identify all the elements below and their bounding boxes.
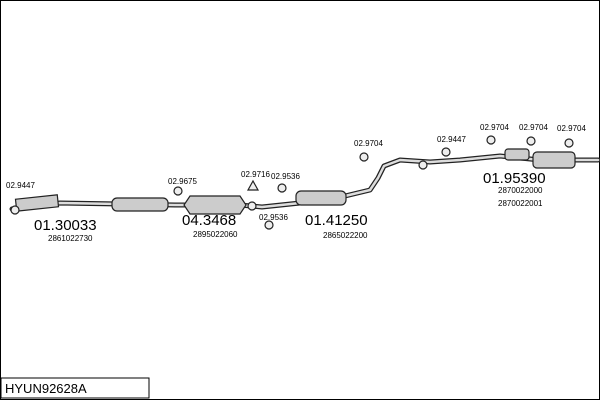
part-label: 02.9536 [271, 172, 300, 181]
part-number: 01.41250 [305, 212, 368, 229]
part-number: 01.95390 [483, 170, 546, 187]
part-code: 2895022060 [193, 230, 238, 239]
part-label: 02.9704 [519, 123, 548, 132]
exhaust-drawing [9, 135, 600, 230]
part-code: 2865022200 [323, 231, 368, 240]
part-label: 02.9536 [259, 213, 288, 222]
part-label: 02.9447 [437, 135, 466, 144]
part-label: 02.9704 [480, 123, 509, 132]
part-number: 04.3468 [182, 212, 236, 229]
part-label: 02.9675 [168, 177, 197, 186]
part-label: 02.9704 [354, 139, 383, 148]
part-label: 02.9447 [6, 181, 35, 190]
part-label: 02.9716 [241, 170, 270, 179]
title-box [0, 377, 150, 399]
part-code: 2870022000 [498, 186, 543, 195]
part-code: 2861022730 [48, 234, 93, 243]
part-label: 02.9704 [557, 124, 586, 133]
part-code: 2870022001 [498, 199, 543, 208]
part-number: 01.30033 [34, 217, 97, 234]
title: HYUN92628A [5, 381, 87, 396]
